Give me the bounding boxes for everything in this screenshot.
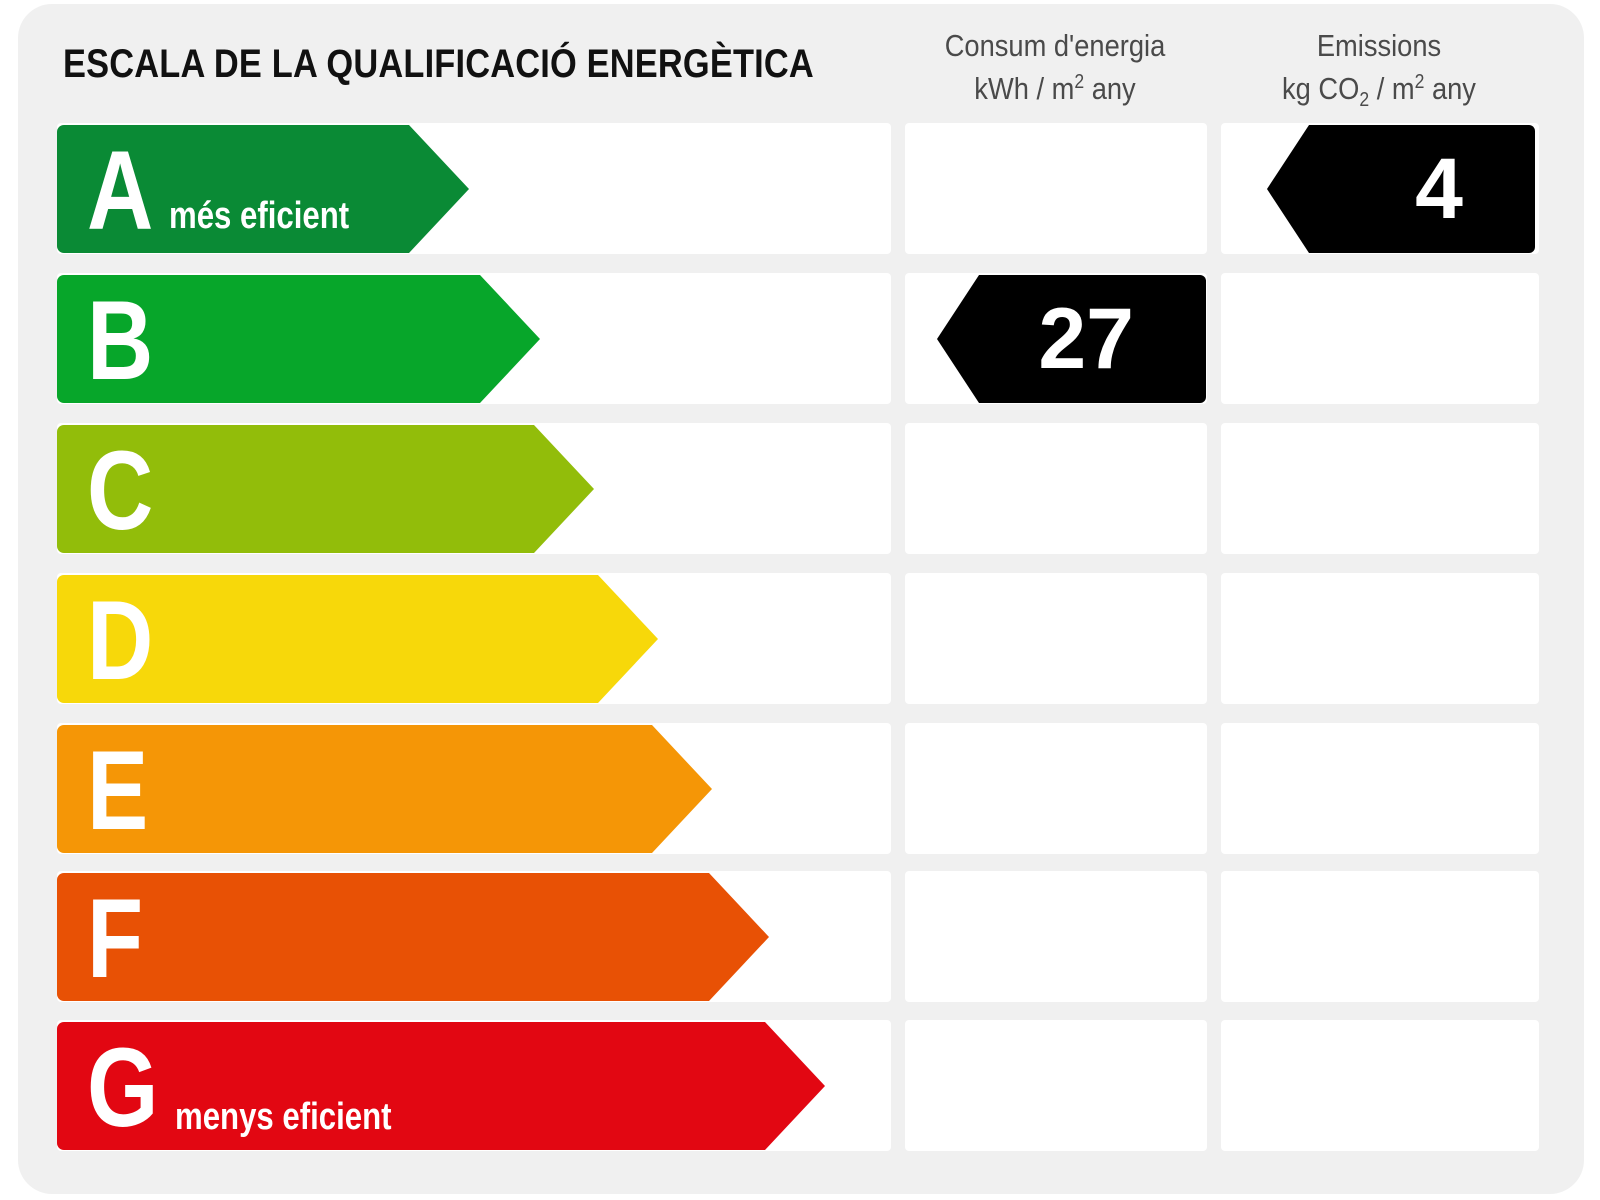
rating-caption: més eficient [169,195,350,237]
energy-marker: 27 [937,275,1206,403]
energy-header-unit: kWh / m2 any [974,71,1136,106]
rating-letter: G [87,1025,159,1150]
energy-cell [905,723,1207,854]
rating-arrow-d: D [57,575,658,703]
rating-arrow-c: C [57,425,594,553]
emissions-cell [1221,1020,1539,1151]
emissions-header-unit: kg CO2 / m2 any [1282,71,1476,111]
rating-arrow-f: F [57,873,769,1001]
energy-cell [905,423,1207,554]
rating-letter: A [87,128,154,253]
energy-cell [905,123,1207,254]
rating-caption: menys eficient [175,1096,392,1138]
emissions-cell [1221,871,1539,1002]
rating-arrow-b: B [57,275,540,403]
energy-value: 27 [1038,291,1134,387]
rating-arrow-a: A més eficient [57,125,469,253]
rating-arrow-g: G menys eficient [57,1022,825,1150]
energy-header-line1: Consum d'energia [944,28,1166,63]
rating-letter: F [87,876,144,1001]
emissions-column-header: Emissions kg CO2 / m2 any [1220,24,1538,110]
energy-cell [905,1020,1207,1151]
emissions-cell [1221,273,1539,404]
emissions-cell [1221,423,1539,554]
rating-letter: D [87,578,154,703]
rating-letter: C [87,428,154,553]
emissions-cell [1221,723,1539,854]
emissions-marker: 4 [1267,125,1535,253]
emissions-cell [1221,573,1539,704]
emissions-header-line1: Emissions [1316,28,1442,63]
emissions-value: 4 [1415,141,1463,237]
rating-letter: B [87,278,154,403]
rating-arrow-e: E [57,725,712,853]
label-title: ESCALA DE LA QUALIFICACIÓ ENERGÈTICA [63,42,814,86]
energy-cell [905,871,1207,1002]
energy-column-header: Consum d'energia kWh / m2 any [905,24,1205,110]
energy-cell [905,573,1207,704]
rating-letter: E [87,728,149,853]
